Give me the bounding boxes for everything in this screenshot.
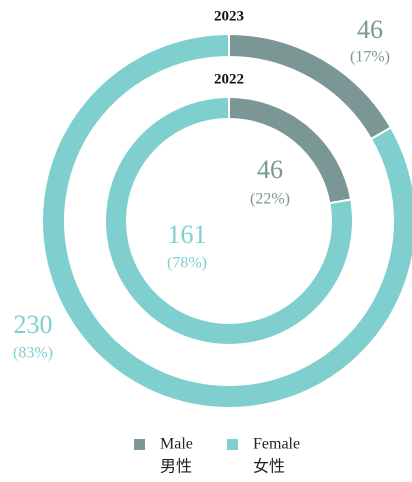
donut-segment	[41, 32, 412, 409]
percent-label: (17%)	[350, 49, 390, 66]
percent-label: (78%)	[167, 255, 207, 272]
legend-label-zh: 男性	[160, 458, 192, 476]
legend-label-zh: 女性	[253, 457, 285, 476]
value-label: 230	[14, 310, 53, 339]
legend-label: Male	[160, 436, 193, 453]
donut-segment	[104, 95, 354, 346]
value-label: 46	[257, 155, 283, 184]
percent-label: (22%)	[250, 191, 290, 208]
value-label: 161	[168, 220, 207, 249]
legend-swatch	[134, 439, 145, 450]
legend-label: Female	[253, 436, 300, 453]
donut-segment	[228, 95, 353, 205]
ring-title: 2022	[214, 71, 244, 87]
ring-title: 2023	[214, 8, 244, 24]
value-label: 46	[357, 15, 383, 44]
legend-swatch	[227, 439, 238, 450]
percent-label: (83%)	[13, 345, 53, 362]
